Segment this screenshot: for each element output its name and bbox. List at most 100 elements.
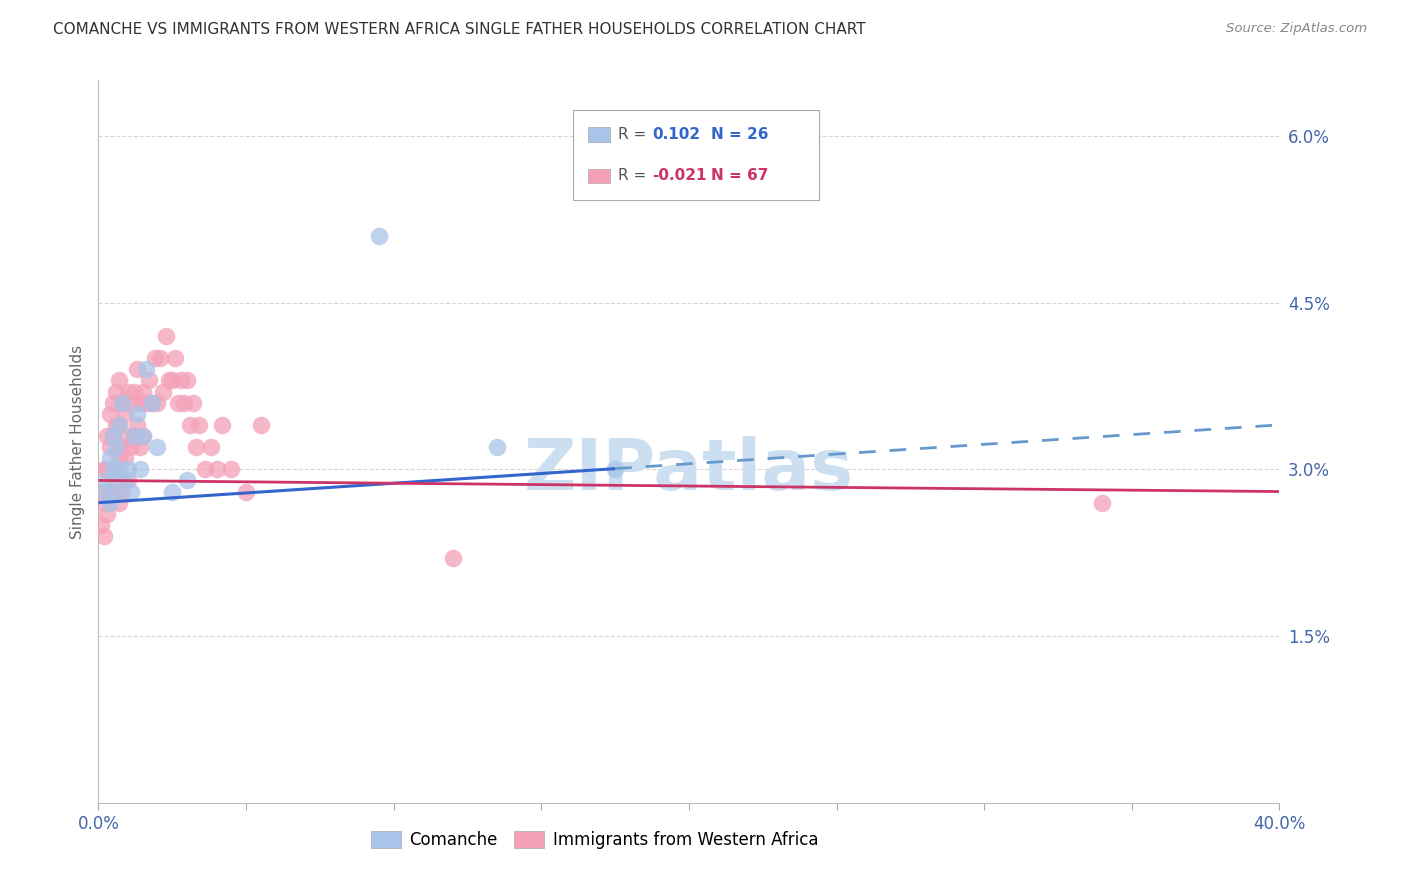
Point	[105, 417, 128, 432]
Point	[120, 484, 142, 499]
Point	[184, 440, 207, 454]
Point	[162, 484, 183, 499]
Point	[103, 429, 125, 443]
Point	[93, 496, 115, 510]
Point	[117, 429, 139, 443]
Point	[200, 440, 222, 454]
Point	[162, 373, 183, 387]
Point	[194, 462, 217, 476]
Text: COMANCHE VS IMMIGRANTS FROM WESTERN AFRICA SINGLE FATHER HOUSEHOLDS CORRELATION : COMANCHE VS IMMIGRANTS FROM WESTERN AFRI…	[53, 22, 866, 37]
Point	[114, 451, 136, 466]
Point	[108, 451, 131, 466]
Point	[128, 440, 150, 454]
Point	[157, 373, 180, 387]
Point	[235, 484, 257, 499]
Point	[128, 462, 150, 476]
Point	[93, 529, 115, 543]
Point	[111, 395, 134, 409]
Point	[98, 440, 121, 454]
Point	[114, 474, 136, 488]
Point	[93, 484, 115, 499]
Point	[122, 429, 145, 443]
Point	[108, 417, 131, 432]
Point	[211, 417, 233, 432]
Text: ZIPatlas: ZIPatlas	[524, 436, 853, 505]
Point	[605, 462, 627, 476]
Point	[221, 462, 243, 476]
Point	[173, 395, 195, 409]
Point	[103, 429, 125, 443]
Point	[105, 384, 128, 399]
Point	[368, 228, 391, 243]
Point	[135, 362, 157, 376]
Point	[205, 462, 228, 476]
Point	[250, 417, 273, 432]
Point	[135, 395, 157, 409]
Point	[117, 474, 139, 488]
Point	[141, 395, 163, 409]
Point	[125, 417, 148, 432]
Text: Source: ZipAtlas.com: Source: ZipAtlas.com	[1226, 22, 1367, 36]
Point	[103, 462, 125, 476]
Point	[103, 474, 125, 488]
Point	[111, 484, 134, 499]
Point	[155, 329, 177, 343]
Point	[105, 462, 128, 476]
Point	[187, 417, 209, 432]
Point	[114, 407, 136, 421]
Point	[176, 373, 198, 387]
Point	[1091, 496, 1114, 510]
Point	[120, 440, 142, 454]
Point	[111, 395, 134, 409]
Point	[125, 362, 148, 376]
Point	[105, 484, 128, 499]
Point	[98, 496, 121, 510]
Point	[117, 384, 139, 399]
Text: N = 67: N = 67	[711, 169, 769, 183]
Point	[132, 429, 155, 443]
Point	[146, 395, 169, 409]
Point	[120, 395, 142, 409]
Point	[146, 440, 169, 454]
Point	[108, 417, 131, 432]
Point	[165, 351, 187, 366]
Y-axis label: Single Father Households: Single Father Households	[70, 344, 86, 539]
Text: 0.102: 0.102	[652, 127, 700, 142]
Legend: Comanche, Immigrants from Western Africa: Comanche, Immigrants from Western Africa	[364, 824, 825, 856]
Point	[176, 474, 198, 488]
Text: R =: R =	[619, 169, 651, 183]
Point	[96, 429, 118, 443]
Point	[103, 395, 125, 409]
Point	[108, 373, 131, 387]
Point	[108, 496, 131, 510]
Point	[108, 462, 131, 476]
Point	[90, 484, 112, 499]
Text: N = 26: N = 26	[711, 127, 769, 142]
Point	[96, 507, 118, 521]
Point	[93, 462, 115, 476]
Point	[152, 384, 174, 399]
Point	[138, 373, 160, 387]
Text: R =: R =	[619, 127, 651, 142]
Point	[98, 407, 121, 421]
Point	[179, 417, 201, 432]
Point	[125, 407, 148, 421]
Point	[170, 373, 193, 387]
Point	[143, 351, 166, 366]
Point	[117, 462, 139, 476]
Point	[111, 440, 134, 454]
Point	[441, 551, 464, 566]
Point	[167, 395, 190, 409]
Point	[122, 429, 145, 443]
Point	[96, 462, 118, 476]
Point	[128, 395, 150, 409]
Point	[132, 429, 155, 443]
Text: -0.021: -0.021	[652, 169, 707, 183]
Point	[486, 440, 509, 454]
Point	[98, 484, 121, 499]
Point	[132, 384, 155, 399]
Point	[122, 384, 145, 399]
Point	[105, 440, 128, 454]
Point	[149, 351, 172, 366]
Point	[98, 451, 121, 466]
